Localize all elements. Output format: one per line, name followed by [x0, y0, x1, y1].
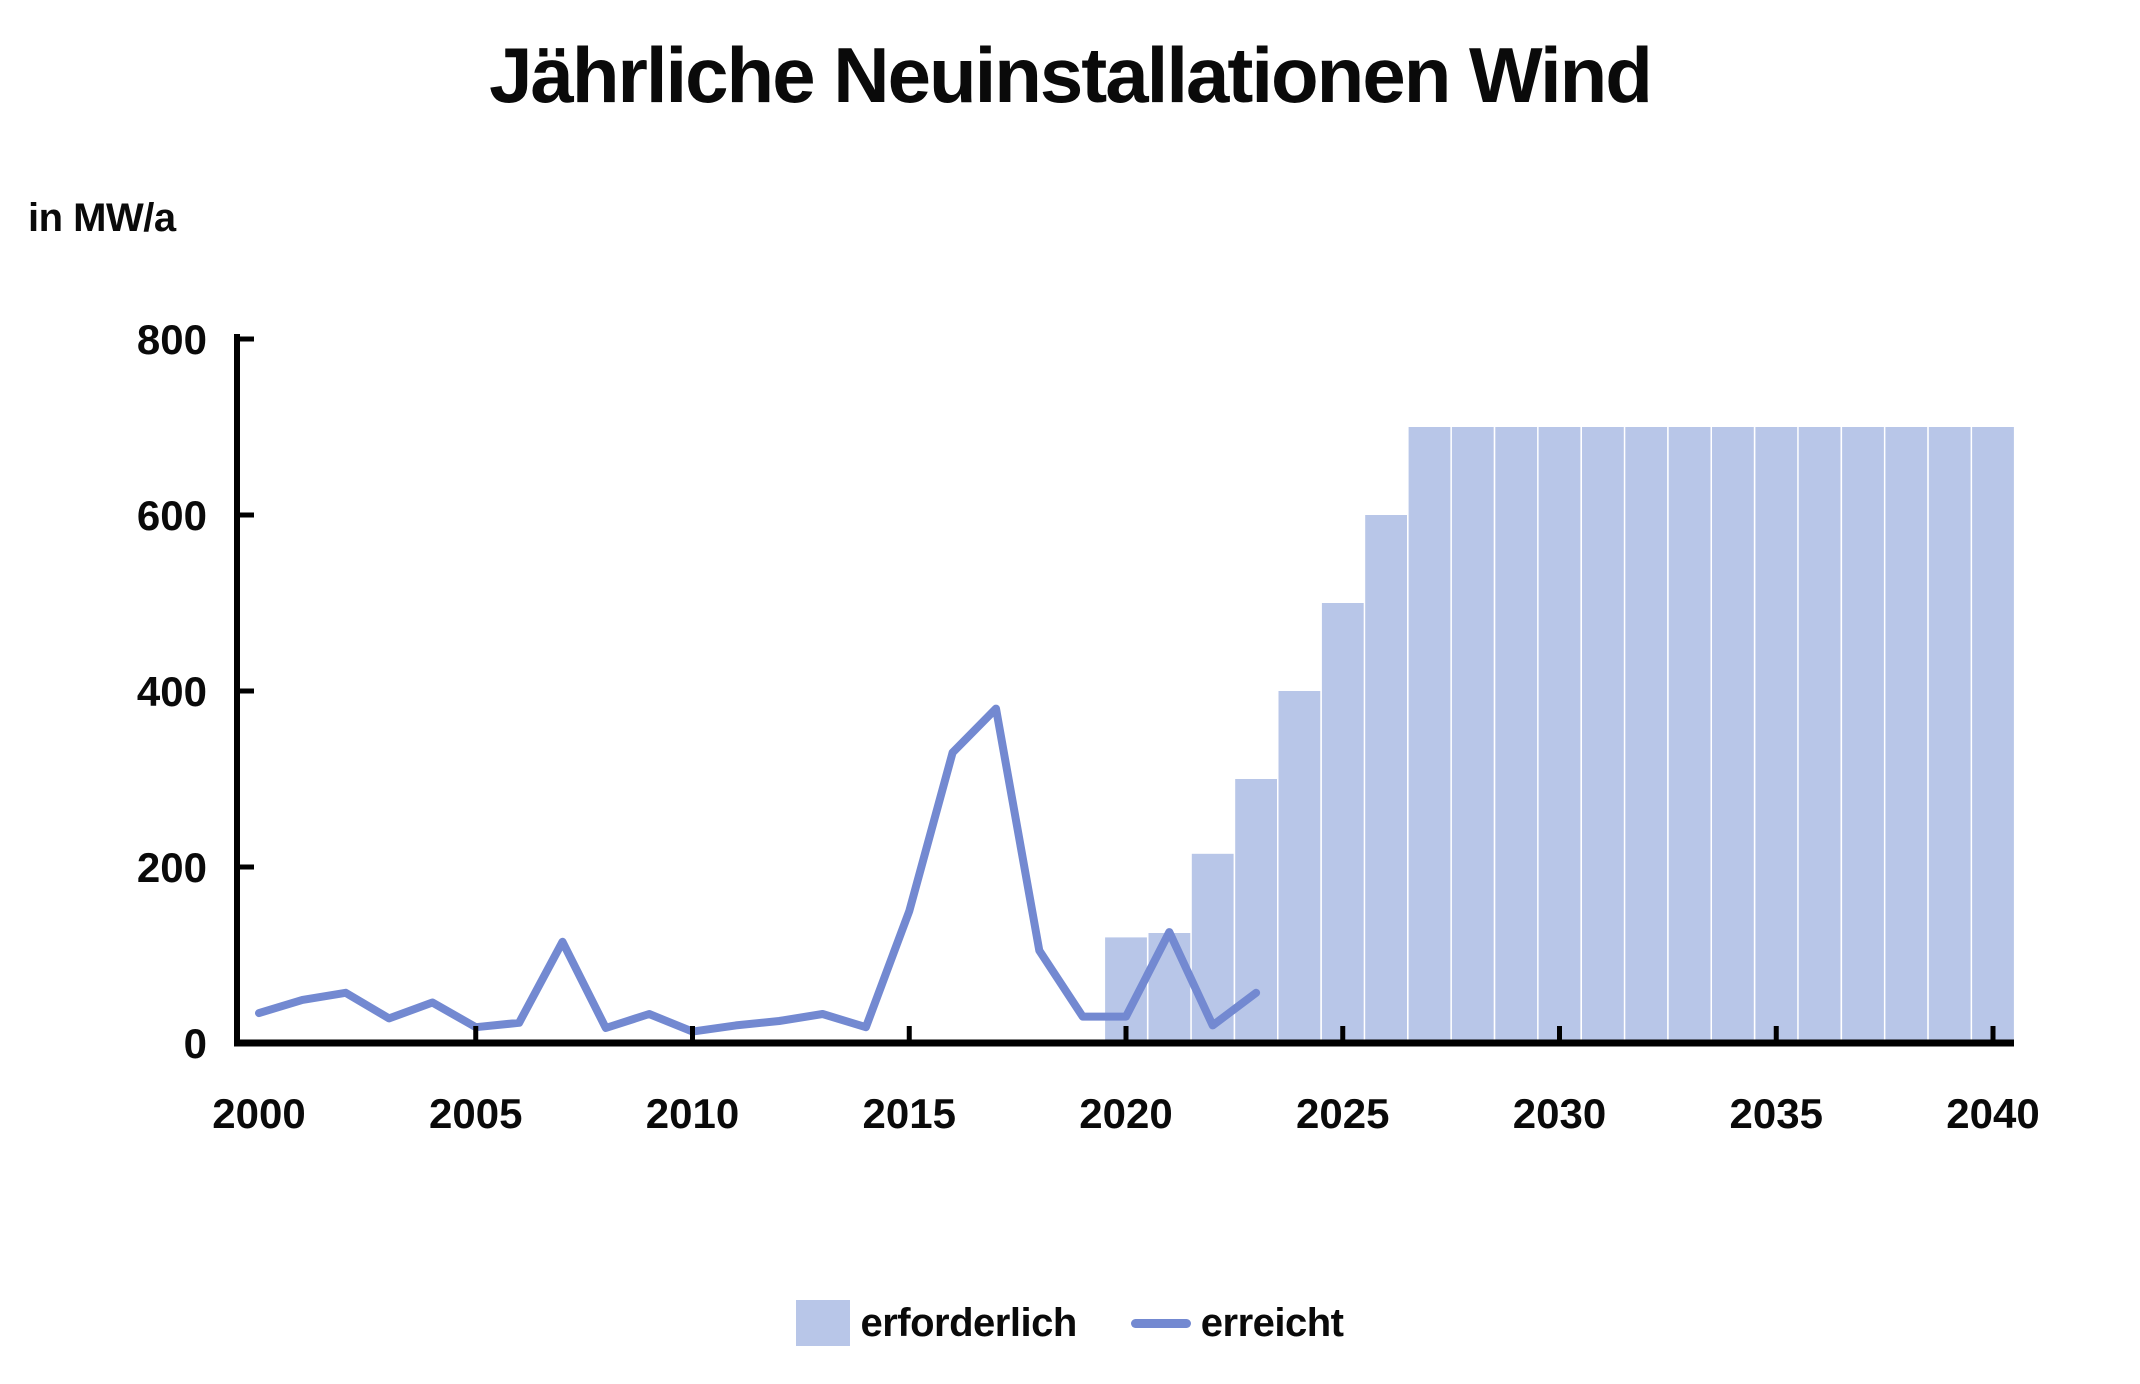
- erforderlich-bar-2031: [1582, 427, 1624, 1043]
- erforderlich-bar-2035: [1755, 427, 1798, 1043]
- legend: erforderlich erreicht: [0, 1288, 2140, 1358]
- x-tick-label-2035: 2035: [1730, 1090, 1823, 1137]
- erforderlich-bar-2038: [1885, 427, 1928, 1043]
- legend-swatch-erreicht: [1130, 1318, 1191, 1328]
- erforderlich-bar-2025: [1321, 603, 1364, 1043]
- erforderlich-area-series: [1105, 427, 2014, 1043]
- legend-swatch-erforderlich: [796, 1300, 851, 1346]
- axis-ticks: [237, 336, 1996, 1043]
- y-tick-label-600: 600: [137, 492, 207, 539]
- y-axis-unit-label: in MW/a: [28, 196, 176, 240]
- x-tick-label-2000: 2000: [212, 1090, 305, 1137]
- erforderlich-bar-2034: [1712, 427, 1754, 1043]
- y-tick-label-400: 400: [137, 668, 207, 715]
- erforderlich-bar-2027: [1408, 427, 1451, 1043]
- x-tick-label-2015: 2015: [863, 1090, 956, 1137]
- erforderlich-bar-2037: [1842, 427, 1884, 1043]
- erforderlich-bar-2040: [1972, 427, 2014, 1043]
- erforderlich-bar-2026: [1365, 515, 1407, 1043]
- erforderlich-bar-2032: [1625, 427, 1668, 1043]
- chart-title: Jährliche Neuinstallationen Wind: [489, 31, 1653, 119]
- erforderlich-bar-2028: [1451, 427, 1494, 1043]
- legend-label-erreicht: erreicht: [1200, 1300, 1344, 1345]
- erforderlich-bar-2030: [1538, 427, 1581, 1043]
- erforderlich-bar-2033: [1668, 427, 1711, 1043]
- axis-tick-labels: 0 200 400 600 800 2000 2005 2010 2015 2020 2025 203…: [137, 316, 2040, 1137]
- x-tick-label-2020: 2020: [1079, 1090, 1172, 1137]
- x-tick-label-2010: 2010: [646, 1090, 739, 1137]
- x-tick-label-2040: 2040: [1946, 1090, 2039, 1137]
- erforderlich-bar-2039: [1928, 427, 1971, 1043]
- erreicht-line: [255, 704, 1261, 1036]
- y-tick-label-200: 200: [137, 844, 207, 891]
- erforderlich-bar-2029: [1495, 427, 1538, 1043]
- x-tick-label-2030: 2030: [1513, 1090, 1606, 1137]
- legend-label-erforderlich: erforderlich: [860, 1300, 1077, 1345]
- y-tick-label-0: 0: [184, 1020, 207, 1067]
- erforderlich-bar-2021: [1148, 933, 1191, 1043]
- erreicht-line-series: [255, 704, 1261, 1036]
- erforderlich-bar-2036: [1798, 427, 1841, 1043]
- x-tick-label-2025: 2025: [1296, 1090, 1389, 1137]
- y-tick-label-800: 800: [137, 316, 207, 363]
- erforderlich-bar-2024: [1278, 691, 1321, 1043]
- x-tick-label-2005: 2005: [429, 1090, 522, 1137]
